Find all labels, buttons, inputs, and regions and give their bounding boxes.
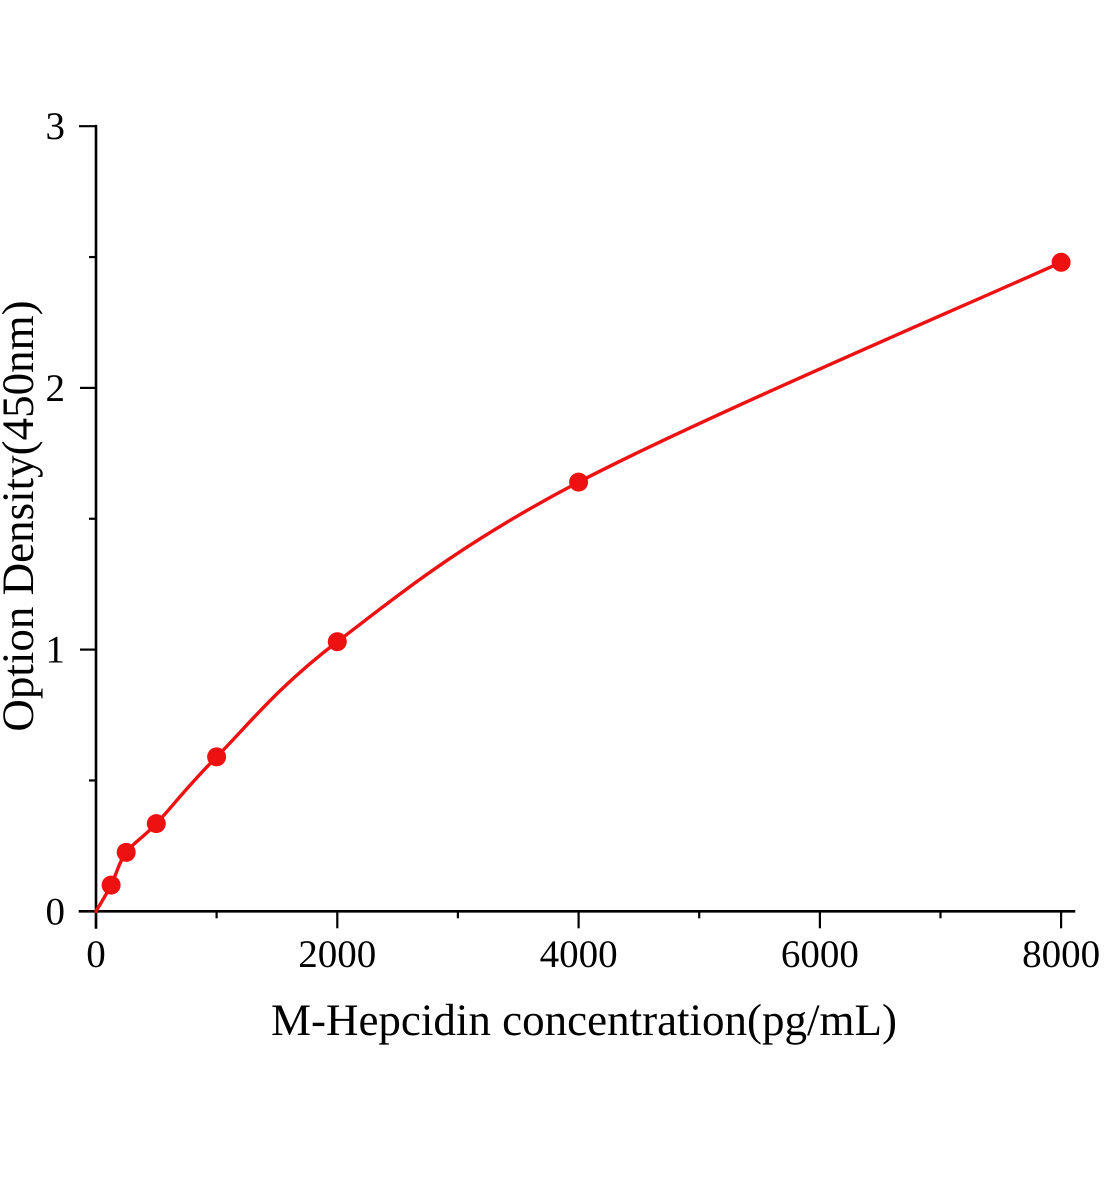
svg-text:1: 1 xyxy=(46,629,66,672)
svg-text:Option Density(450nm): Option Density(450nm) xyxy=(0,300,43,731)
svg-text:8000: 8000 xyxy=(1022,933,1100,976)
svg-text:4000: 4000 xyxy=(540,933,618,976)
svg-text:0: 0 xyxy=(46,890,66,933)
svg-text:6000: 6000 xyxy=(781,933,859,976)
svg-text:3: 3 xyxy=(46,105,66,148)
svg-text:M-Hepcidin concentration(pg/mL: M-Hepcidin concentration(pg/mL) xyxy=(271,995,897,1045)
svg-text:2000: 2000 xyxy=(298,933,376,976)
svg-text:0: 0 xyxy=(86,933,106,976)
svg-text:2: 2 xyxy=(46,367,66,410)
